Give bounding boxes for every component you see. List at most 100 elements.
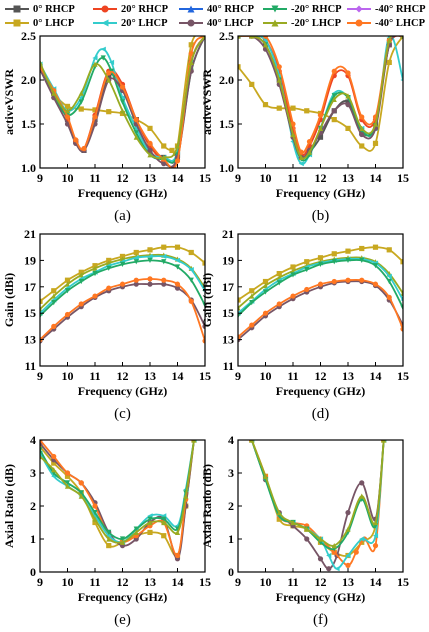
series-line [250,440,385,547]
x-tick-label: 14 [370,575,382,589]
data-point [249,288,255,294]
y-tick-label: 4 [228,433,234,447]
data-point [92,271,98,277]
data-point [133,259,139,265]
data-point [331,96,337,102]
y-tick-label: 19 [222,253,234,267]
x-tick-label: 11 [89,369,100,383]
x-tick-label: 13 [342,171,354,185]
y-tick-label: 2 [228,499,234,513]
data-point [51,90,57,96]
data-point [359,536,365,542]
data-point [317,112,324,118]
y-axis-label: activeVSWR [200,69,214,135]
legend-swatch-icon [179,19,203,27]
data-point [262,102,269,108]
legend-swatch-marker [13,5,21,13]
data-point [317,536,324,542]
data-point [92,114,98,120]
data-point [372,140,379,146]
data-point [262,310,269,316]
data-point [249,300,255,306]
data-point [78,480,84,486]
legend-label: -20° RHCP [291,3,342,15]
data-point [133,249,139,256]
data-point [400,36,403,39]
data-point [78,301,84,307]
data-point [359,114,365,120]
legend-label: 40° LHCP [207,17,254,29]
data-point [290,264,296,270]
data-point [276,301,282,307]
data-point [386,278,392,285]
data-point [161,281,167,287]
series-group [40,440,197,562]
data-point [106,529,112,535]
data-point [304,526,310,532]
data-point [372,263,379,269]
legend-swatch-icon [5,5,29,13]
x-tick-label: 13 [144,575,156,589]
data-point [92,293,98,299]
data-point [317,281,324,287]
x-tick-label: 13 [342,575,354,589]
data-point [290,272,296,278]
data-point [119,539,126,545]
data-point [326,566,332,572]
data-point [249,440,255,443]
data-point [51,323,57,329]
legend-label: -20° LHCP [291,17,341,29]
data-point [202,338,205,344]
data-point [100,46,106,52]
y-axis-label: activeVSWR [2,69,16,135]
y-tick-label: 1 [30,532,36,546]
data-point [276,516,282,522]
data-point [108,59,115,65]
legend-swatch-marker [271,5,279,13]
x-tick-label: 12 [315,171,327,185]
data-point [202,260,205,266]
data-point [304,536,310,542]
data-point [353,549,359,555]
data-point [174,285,181,291]
data-point [106,73,112,79]
x-axis-label: Frequency (GHz) [78,590,167,604]
y-tick-label: 3 [30,466,36,480]
data-point [345,102,351,108]
data-point [64,281,71,287]
legend-item: 40° RHCP [178,2,254,16]
data-point [331,68,337,74]
legend-label: 0° LHCP [33,17,75,29]
y-axis-label: Axial Ratio (dB) [200,464,214,548]
data-point [304,259,310,265]
x-tick-label: 10 [260,171,272,185]
legend-label: -40° LHCP [375,17,425,29]
legend-swatch-icon [263,19,287,27]
x-tick-label: 9 [235,171,241,185]
data-point [331,259,337,265]
data-point [188,51,194,57]
data-point [119,536,126,542]
data-point [133,281,139,287]
data-point [64,473,71,479]
x-tick-label: 15 [199,575,211,589]
y-tick-label: 2.5 [219,29,234,43]
data-point [400,298,403,302]
legend-item: 0° RHCP [4,2,75,16]
data-point [106,265,112,271]
data-point [119,253,126,260]
x-axis-label: Frequency (GHz) [78,186,167,200]
data-point [372,519,379,526]
legend-label: 40° RHCP [207,3,255,15]
x-tick-label: 10 [62,369,74,383]
data-point [119,95,126,101]
data-point [386,273,392,279]
x-tick-label: 10 [260,575,272,589]
data-point [317,261,324,267]
panel-label: (a) [114,208,131,224]
data-point [290,519,296,526]
data-point [188,277,194,283]
x-tick-label: 14 [370,171,382,185]
data-point [161,519,167,526]
